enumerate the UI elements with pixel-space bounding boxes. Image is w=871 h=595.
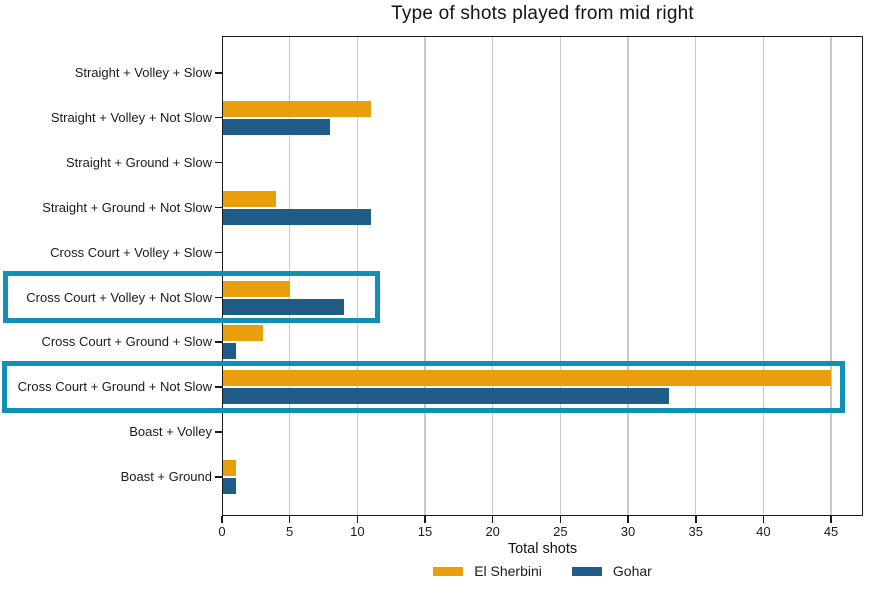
bar-el-sherbini <box>222 370 832 387</box>
y-tick-mark <box>215 251 222 254</box>
y-axis-category-label: Straight + Ground + Slow <box>66 154 212 170</box>
x-tick-label: 25 <box>553 524 568 539</box>
y-axis-category-label: Straight + Volley + Not Slow <box>50 109 212 125</box>
x-tick-mark <box>288 516 291 523</box>
y-tick-mark <box>215 296 222 299</box>
legend-item-el-sherbini: El Sherbini <box>433 563 542 579</box>
x-tick-label: 40 <box>756 524 771 539</box>
gridline <box>356 36 359 516</box>
x-tick-mark <box>762 516 765 523</box>
highlight-box <box>2 360 845 413</box>
y-tick-mark <box>215 72 222 74</box>
plot-area <box>222 36 863 516</box>
bar-el-sherbini <box>222 325 263 342</box>
y-tick-mark <box>215 386 222 388</box>
y-axis-category-label: Boast + Volley <box>129 424 212 440</box>
x-tick-label: 5 <box>286 524 294 539</box>
bar-gohar <box>222 118 331 135</box>
y-axis-category-label: Straight + Ground + Not Slow <box>42 199 212 215</box>
legend-label: Gohar <box>612 563 652 579</box>
y-axis-category-label: Straight + Volley + Slow <box>74 65 212 80</box>
bar-gohar <box>222 298 344 315</box>
gridline <box>694 36 697 516</box>
bar-gohar <box>222 478 236 495</box>
y-axis-category-label: Cross Court + Ground + Not Slow <box>17 379 212 395</box>
chart-title: Type of shots played from mid right <box>391 3 694 24</box>
highlight-box <box>3 271 381 323</box>
x-tick-mark <box>491 516 494 523</box>
legend-swatch-el-sherbini <box>433 566 464 576</box>
x-tick-label: 10 <box>350 524 365 539</box>
gridline <box>559 36 562 516</box>
bar-gohar <box>222 208 371 225</box>
x-tick-label: 45 <box>823 524 839 539</box>
y-tick-mark <box>215 341 222 343</box>
legend-item-gohar: Gohar <box>571 563 652 579</box>
y-axis-category-label: Cross Court + Ground + Slow <box>41 334 212 350</box>
gridline <box>762 36 765 516</box>
x-tick-mark <box>627 516 629 523</box>
x-tick-mark <box>356 516 359 523</box>
bar-el-sherbini <box>222 100 371 117</box>
legend-label: El Sherbini <box>474 563 542 579</box>
y-axis-category-label: Cross Court + Volley + Not Slow <box>26 289 212 305</box>
x-tick-label: 20 <box>485 524 500 539</box>
bar-gohar <box>222 388 669 405</box>
x-tick-mark <box>559 516 562 523</box>
y-axis-category-label: Boast + Ground <box>120 469 212 485</box>
gridline <box>830 36 832 516</box>
x-tick-label: 30 <box>620 524 636 539</box>
legend: El Sherbini Gohar <box>222 563 863 579</box>
x-tick-mark <box>424 516 426 523</box>
y-tick-mark <box>215 206 222 209</box>
x-tick-mark <box>221 516 223 523</box>
x-tick-label: 0 <box>218 524 226 539</box>
gridline <box>424 36 426 516</box>
gridline <box>288 36 291 516</box>
gridline <box>491 36 494 516</box>
bar-el-sherbini <box>222 190 277 207</box>
bar-el-sherbini <box>222 460 236 477</box>
legend-swatch-gohar <box>571 566 602 576</box>
y-tick-mark <box>215 476 222 478</box>
bar-gohar <box>222 343 236 360</box>
x-tick-label: 35 <box>688 524 703 539</box>
y-tick-mark <box>215 161 222 164</box>
x-tick-mark <box>830 516 832 523</box>
gridline <box>627 36 629 516</box>
x-tick-mark <box>694 516 697 523</box>
x-tick-label: 15 <box>417 524 433 539</box>
y-axis-category-label: Cross Court + Volley + Slow <box>50 244 212 260</box>
y-tick-mark <box>215 116 222 119</box>
y-tick-mark <box>215 431 222 433</box>
x-axis-label: Total shots <box>507 541 578 557</box>
bar-el-sherbini <box>222 280 290 297</box>
